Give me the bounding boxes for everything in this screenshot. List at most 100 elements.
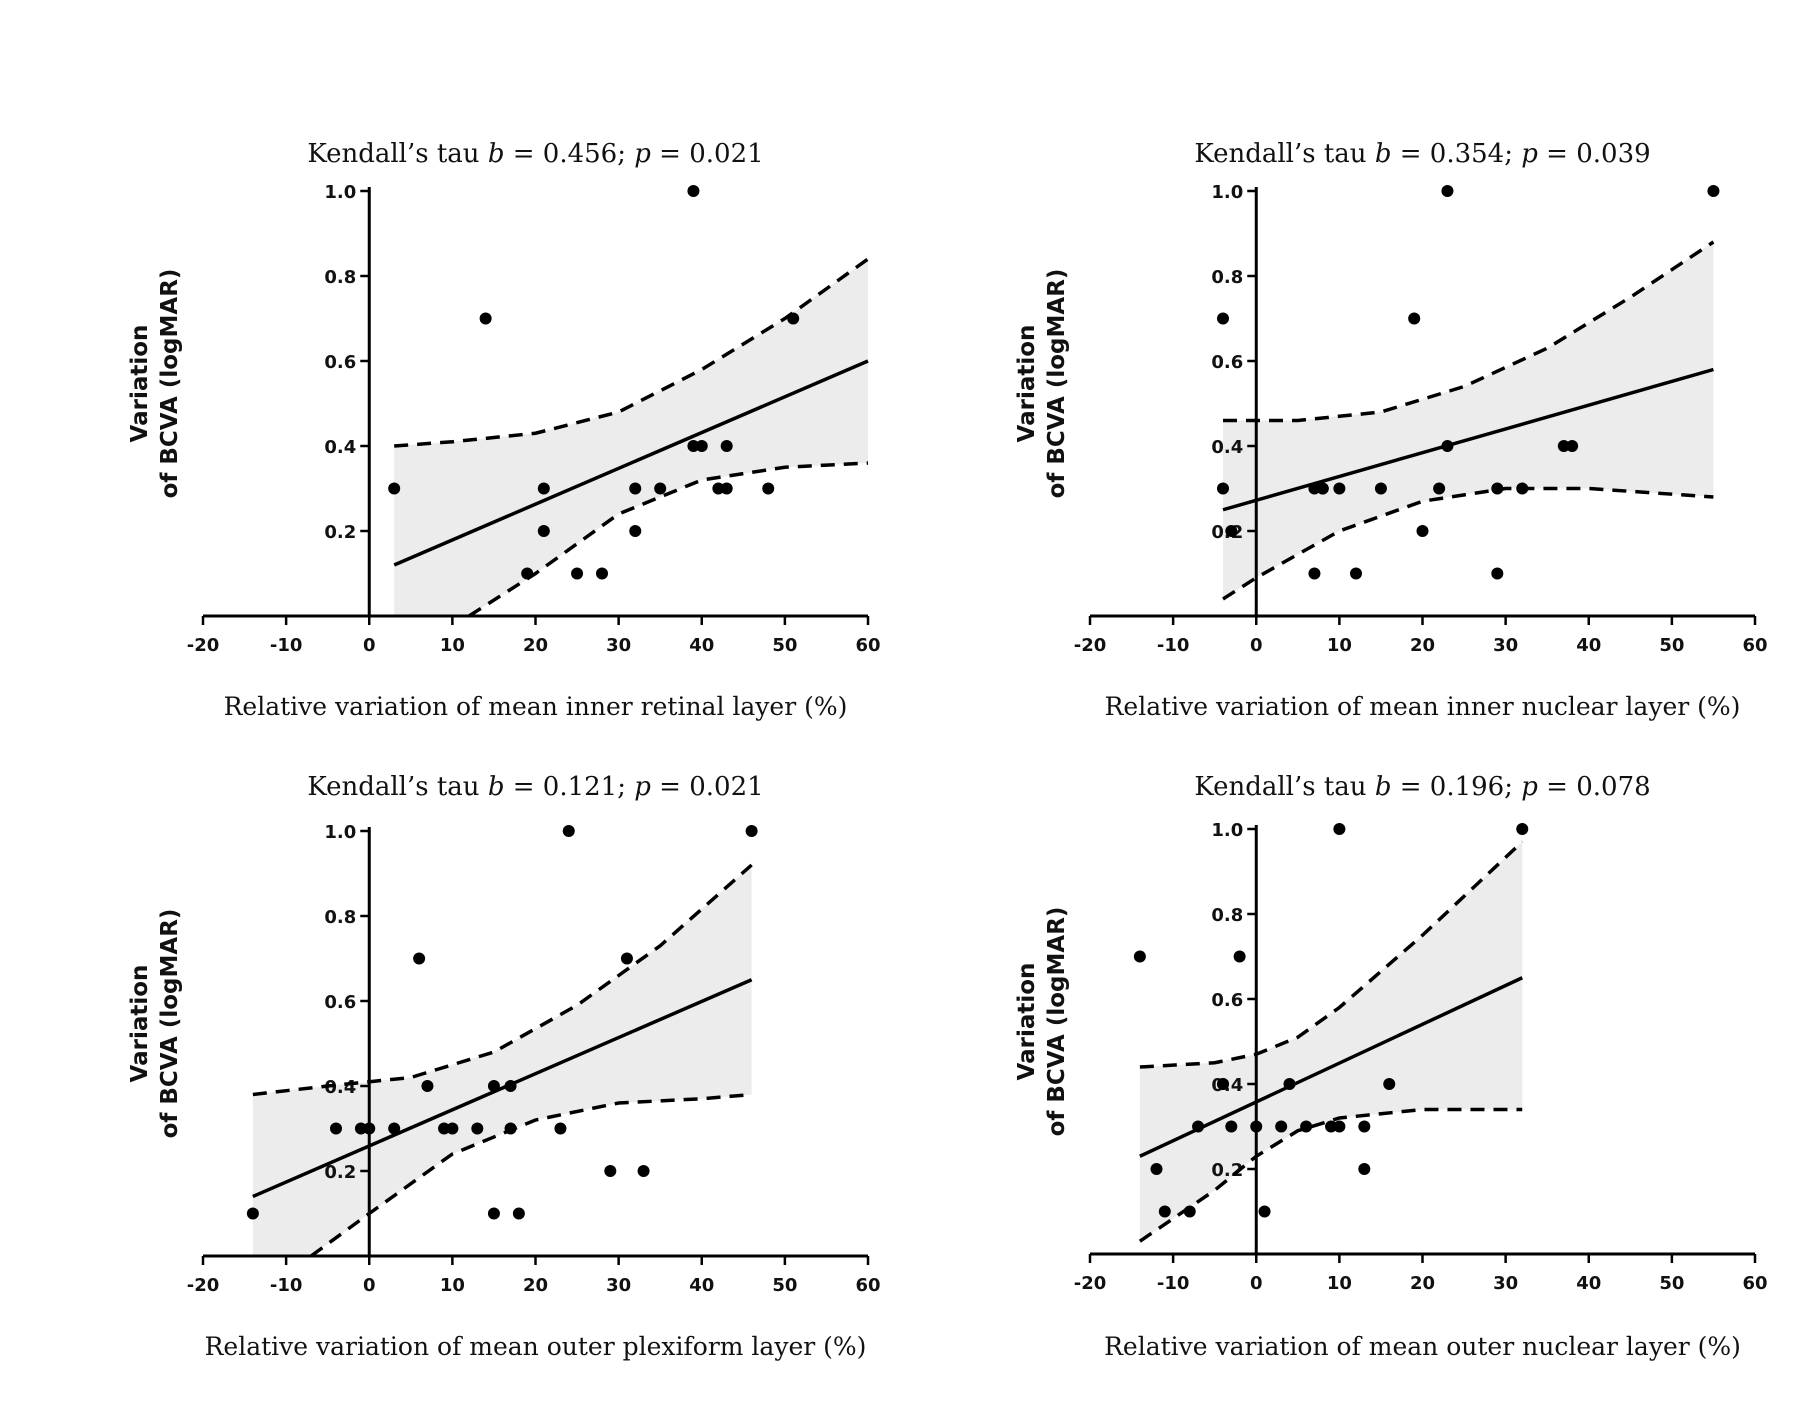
data-point [521,567,534,580]
data-point [1283,1078,1296,1090]
x-tick-label: 10 [440,635,465,656]
data-point [1233,950,1246,963]
ci-lower-curve [310,1092,752,1258]
x-tick-label: 0 [1250,1273,1263,1294]
data-point [1217,312,1229,325]
regression-line [393,359,869,567]
title-part: b [1375,139,1392,169]
title-part: p [1521,772,1538,802]
title-part: b [1375,772,1392,802]
data-point [1225,1120,1238,1133]
title-part: = 0.196; [1391,772,1521,802]
x-tick-label: 50 [772,635,797,656]
data-point [446,1122,459,1135]
data-point [1416,525,1429,537]
data-point [1133,950,1146,963]
data-point [695,440,708,452]
panel-4: -20-1001020304050600.20.40.60.81.0Kendal… [1014,772,1768,1361]
data-point [1316,482,1329,495]
x-tick-label: 20 [1410,635,1435,656]
x-tick-label: -10 [1157,1273,1190,1294]
data-point [504,1122,517,1135]
y-tick-label: 1.0 [324,822,356,843]
x-tick-label: 0 [1250,635,1263,656]
y-tick-label: 1.0 [1211,820,1243,841]
x-tick-label: 60 [1742,635,1767,656]
ci-lower-curve [1138,1107,1523,1243]
title-part: = 0.456; [504,139,634,169]
y-axis-label: Variation [127,325,153,443]
x-tick-label: -20 [187,1275,220,1296]
x-tick-label: 10 [1327,635,1352,656]
data-point [620,952,633,965]
data-point [762,482,775,495]
data-point [388,1122,401,1135]
data-point [604,1165,617,1177]
y-tick-label: 1.0 [324,182,356,203]
y-tick-label: 0.6 [1211,990,1243,1011]
regression-line [1222,367,1714,512]
data-point [1516,482,1529,495]
data-point [1491,482,1504,495]
data-point [720,440,733,452]
data-point [1408,312,1421,325]
y-tick-label: 0.2 [324,1162,356,1183]
x-tick-label: 30 [606,1275,631,1296]
data-point [1217,482,1229,495]
y-tick-label: 0.8 [324,907,356,928]
title-part: = 0.078 [1538,772,1651,802]
data-point [1358,1163,1371,1175]
data-point [1183,1205,1196,1218]
data-point [354,1122,367,1135]
x-tick-label: 0 [363,635,376,656]
data-point [1441,440,1454,452]
data-point [246,1207,259,1220]
data-point [1383,1078,1396,1090]
x-tick-label: 60 [855,1275,880,1296]
y-axis-label: Variation [1014,963,1040,1081]
data-point [745,825,758,837]
confidence-band [394,259,868,616]
data-point [1250,1120,1263,1133]
ci-upper-curve [394,257,870,448]
data-point [687,185,700,197]
panel-title: Kendall’s tau b = 0.121; p = 0.021 [307,772,763,802]
title-part: = 0.039 [1538,139,1651,169]
data-point [1707,185,1720,197]
data-point [487,1207,500,1220]
y-tick-label: 0.6 [324,352,356,373]
data-point [687,440,700,452]
data-point [1441,185,1454,197]
data-point [1350,567,1362,580]
x-tick-label: -10 [270,1275,303,1296]
data-point [487,1080,500,1092]
ci-upper-curve [1223,240,1715,423]
data-point [1557,440,1570,452]
data-point [1333,482,1346,495]
data-point [712,482,725,495]
data-point [1333,823,1346,835]
title-part: Kendall’s tau [1194,772,1374,802]
data-point [1516,823,1529,835]
data-point [1258,1205,1271,1218]
panel-2: -20-1001020304050600.20.40.60.81.0Kendal… [1014,139,1768,721]
data-point [1158,1205,1171,1218]
data-point [1217,1078,1229,1090]
data-point [562,825,575,837]
y-axis-label: of BCVA (logMAR) [157,269,183,499]
title-part: = 0.121; [504,772,634,802]
x-tick-label: 0 [363,1275,376,1296]
title-part: = 0.021 [651,772,764,802]
data-point [1192,1120,1205,1133]
x-tick-label: -10 [270,635,303,656]
y-tick-label: 0.8 [1211,905,1243,926]
data-point [1225,525,1238,537]
ci-upper-curve [252,863,753,1097]
data-point [629,482,642,495]
data-point [1566,440,1579,452]
y-tick-label: 1.0 [1211,182,1243,203]
ci-lower-curve [468,461,869,618]
data-point [1300,1120,1313,1133]
data-point [1275,1120,1288,1133]
